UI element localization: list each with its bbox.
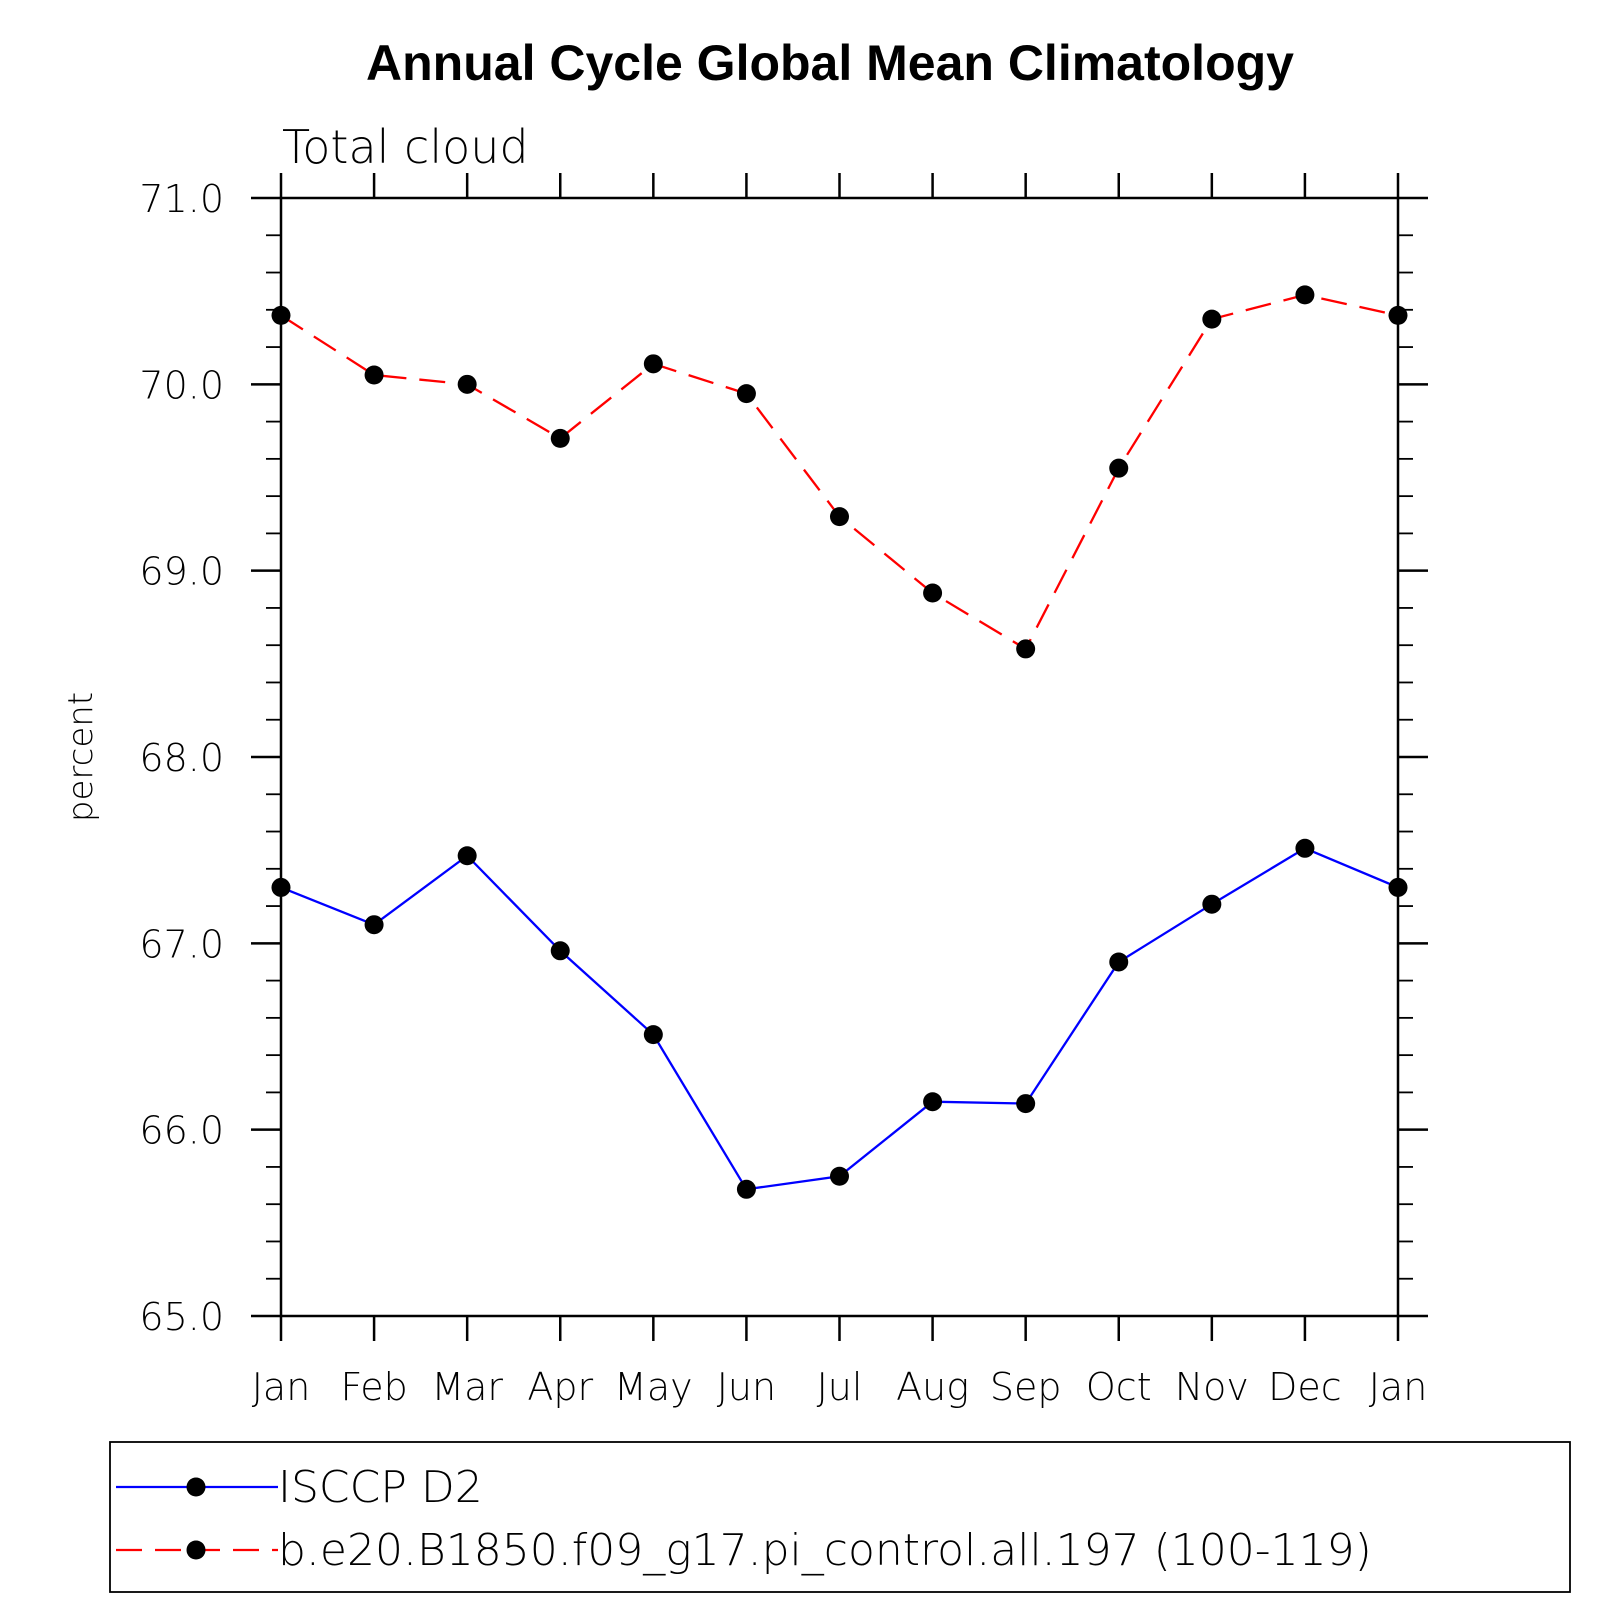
legend-label-0: ISCCP D2 xyxy=(278,1462,483,1513)
y-tick-label: 67.0 xyxy=(139,922,224,966)
series-layer xyxy=(271,285,1408,1199)
data-point xyxy=(1109,458,1129,478)
x-tick-label: Mar xyxy=(431,1365,503,1409)
data-point xyxy=(830,507,849,527)
legend: ISCCP D2 b.e20.B1850.f09_g17.pi_control.a… xyxy=(109,1441,1571,1593)
data-point xyxy=(364,365,384,385)
data-point xyxy=(923,583,943,603)
y-tick-label: 70.0 xyxy=(139,363,224,407)
data-point xyxy=(457,846,477,866)
data-point xyxy=(550,941,570,961)
data-point xyxy=(550,428,570,448)
chart-subtitle: Total cloud xyxy=(282,120,529,174)
y-tick-label: 68.0 xyxy=(139,736,224,780)
data-point xyxy=(643,354,663,374)
data-point xyxy=(1016,639,1036,659)
data-point xyxy=(1295,285,1315,305)
plot-frame xyxy=(279,196,1400,1318)
data-point xyxy=(830,1166,849,1186)
axis-tick-labels: Jan Feb Mar Apr May Jun Jul Aug Sep Oct Nov Dec Jan 6… xyxy=(139,177,1427,1409)
x-tick-label: Feb xyxy=(340,1365,407,1409)
data-point xyxy=(1109,952,1129,972)
y-axis-label: percent xyxy=(61,692,101,822)
data-point xyxy=(923,1092,943,1112)
series-line-0 xyxy=(280,847,1399,1191)
x-tick-label: Jan xyxy=(252,1365,311,1409)
y-tick-label: 65.0 xyxy=(139,1295,224,1339)
series-line-1 xyxy=(280,293,1399,651)
data-point xyxy=(736,384,756,404)
legend-label-1: b.e20.B1850.f09_g17.pi_control.all.197 (… xyxy=(278,1525,1372,1576)
data-point xyxy=(1295,838,1315,858)
x-tick-label: Aug xyxy=(896,1365,969,1409)
data-point xyxy=(643,1025,663,1045)
x-tick-label: Jun xyxy=(717,1365,776,1409)
legend-box xyxy=(109,1441,1571,1593)
data-point xyxy=(1202,309,1222,329)
x-tick-label: Jan xyxy=(1369,1365,1428,1409)
y-tick-label: 66.0 xyxy=(139,1109,224,1153)
x-tick-label: Apr xyxy=(527,1365,593,1409)
x-tick-label: May xyxy=(614,1365,693,1409)
chart-title: Annual Cycle Global Mean Climatology xyxy=(366,35,1294,91)
legend-marker-1 xyxy=(186,1540,206,1560)
x-tick-label: Oct xyxy=(1086,1365,1152,1409)
axis-ticks xyxy=(251,173,1428,1341)
data-point xyxy=(364,915,384,935)
x-tick-label: Sep xyxy=(990,1365,1062,1409)
x-tick-label: Jul xyxy=(817,1365,863,1409)
data-point xyxy=(736,1179,756,1199)
y-tick-label: 71.0 xyxy=(139,177,224,221)
x-tick-label: Nov xyxy=(1175,1365,1249,1409)
data-point xyxy=(1202,894,1222,914)
x-tick-label: Dec xyxy=(1268,1365,1342,1409)
data-point xyxy=(1016,1094,1036,1114)
data-point xyxy=(457,374,477,394)
legend-marker-0 xyxy=(186,1477,206,1497)
y-tick-label: 69.0 xyxy=(139,550,224,594)
